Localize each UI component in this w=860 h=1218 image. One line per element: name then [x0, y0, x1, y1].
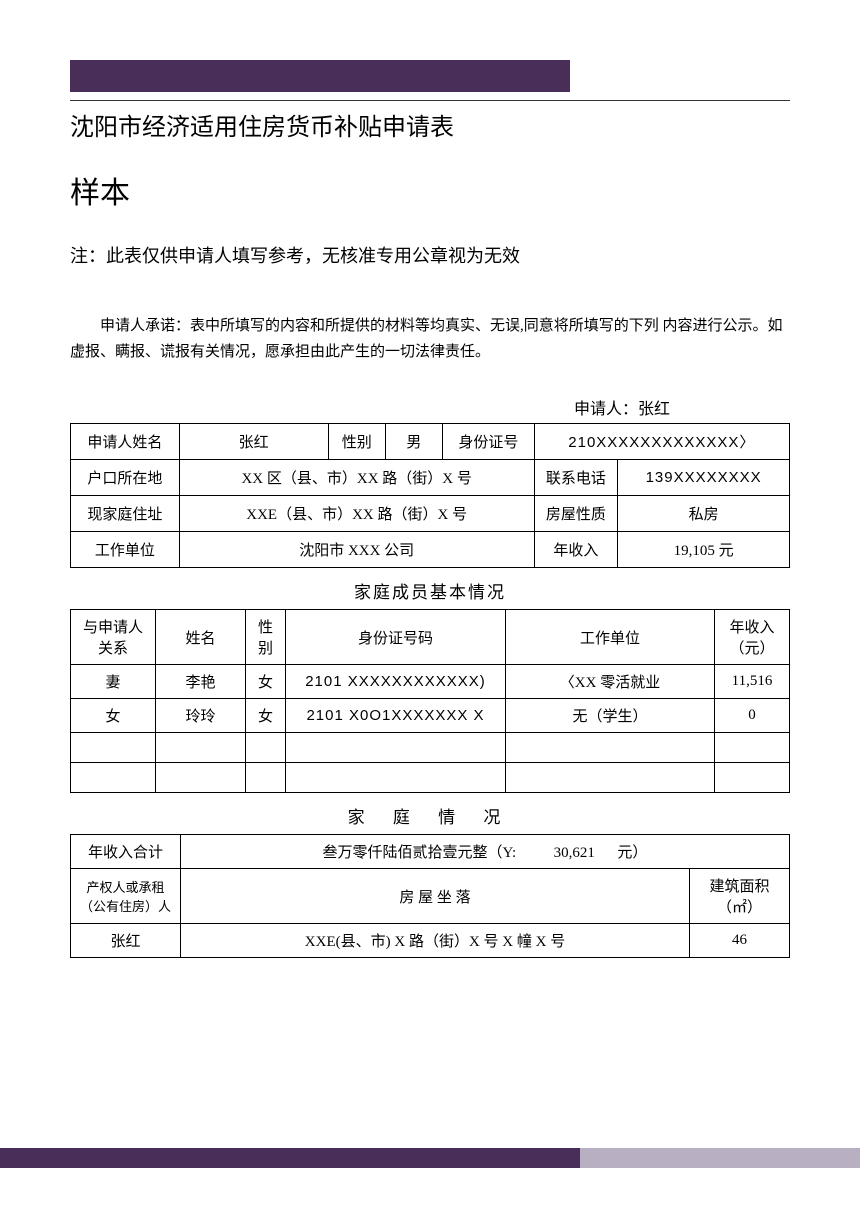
- footer-bar-dark: [0, 1148, 580, 1168]
- cell-name: 李艳: [156, 665, 246, 699]
- value-income: 19,105 元: [618, 532, 790, 568]
- applicant-info-table: 申请人姓名 张红 性别 男 身份证号 210XXXXXXXXXXXXX〉 户口所…: [70, 423, 790, 568]
- label-house-type: 房屋性质: [534, 496, 618, 532]
- label-address: 现家庭住址: [71, 496, 180, 532]
- value-house-type: 私房: [618, 496, 790, 532]
- total-income-text: 叁万零仟陆佰贰拾壹元整（Y:: [323, 845, 517, 861]
- cell-gender: 女: [246, 699, 286, 733]
- label-employer: 工作单位: [71, 532, 180, 568]
- sample-label: 样本: [70, 168, 790, 212]
- cell-income: 11,516: [715, 665, 790, 699]
- header-relation: 与申请人关系: [71, 610, 156, 665]
- cell-name: 玲玲: [156, 699, 246, 733]
- table-row-empty: [71, 763, 790, 793]
- table-header-row: 与申请人关系 姓名 性别 身份证号码 工作单位 年收入（元）: [71, 610, 790, 665]
- total-income-num: 30,621: [554, 845, 595, 861]
- value-address: XXE（县、市）XX 路（街）X 号: [179, 496, 534, 532]
- value-area: 46: [690, 924, 790, 958]
- situation-title: 家 庭 情 况: [70, 803, 790, 828]
- table-row: 申请人姓名 张红 性别 男 身份证号 210XXXXXXXXXXXXX〉: [71, 424, 790, 460]
- value-name: 张红: [179, 424, 328, 460]
- value-gender: 男: [385, 424, 442, 460]
- header-employer: 工作单位: [506, 610, 715, 665]
- header-gender: 性别: [246, 610, 286, 665]
- promise-text: 申请人承诺：表中所填写的内容和所提供的材料等均真实、无误,同意将所填写的下列 内…: [70, 314, 790, 365]
- value-owner: 张红: [71, 924, 181, 958]
- table-row: 女 玲玲 女 2101 X0O1XXXXXXX X 无（学生） 0: [71, 699, 790, 733]
- value-id: 210XXXXXXXXXXXXX〉: [534, 424, 789, 460]
- cell-gender: 女: [246, 665, 286, 699]
- label-income: 年收入: [534, 532, 618, 568]
- family-situation-table: 年收入合计 叁万零仟陆佰贰拾壹元整（Y: 30,621 元） 产权人或承租（公有…: [70, 834, 790, 958]
- cell-employer: 无（学生）: [506, 699, 715, 733]
- label-hukou: 户口所在地: [71, 460, 180, 496]
- value-phone: 139XXXXXXXX: [618, 460, 790, 496]
- cell-income: 0: [715, 699, 790, 733]
- applicant-line: 申请人：张红: [70, 395, 790, 419]
- total-income-suffix: 元）: [617, 845, 647, 861]
- cell-id: 2101 XXXXXXXXXXXX): [286, 665, 506, 699]
- label-phone: 联系电话: [534, 460, 618, 496]
- header-income: 年收入（元）: [715, 610, 790, 665]
- header-bar: [70, 60, 570, 92]
- table-row: 户口所在地 XX 区（县、市）XX 路（街）X 号 联系电话 139XXXXXX…: [71, 460, 790, 496]
- value-total-income: 叁万零仟陆佰贰拾壹元整（Y: 30,621 元）: [181, 835, 790, 869]
- footer-bar-light: [580, 1148, 860, 1168]
- cell-relation: 妻: [71, 665, 156, 699]
- cell-relation: 女: [71, 699, 156, 733]
- table-row: 工作单位 沈阳市 XXX 公司 年收入 19,105 元: [71, 532, 790, 568]
- table-row: 产权人或承租（公有住房）人 房 屋 坐 落 建筑面积（㎡）: [71, 869, 790, 924]
- table-row: 年收入合计 叁万零仟陆佰贰拾壹元整（Y: 30,621 元）: [71, 835, 790, 869]
- label-location: 房 屋 坐 落: [181, 869, 690, 924]
- main-title: 沈阳市经济适用住房货币补贴申请表: [70, 107, 790, 142]
- cell-employer: 〈XX 零活就业: [506, 665, 715, 699]
- label-area: 建筑面积（㎡）: [690, 869, 790, 924]
- value-hukou: XX 区（县、市）XX 路（街）X 号: [179, 460, 534, 496]
- family-section-title: 家庭成员基本情况: [70, 578, 790, 603]
- applicant-prefix: 申请人：: [574, 401, 638, 418]
- family-members-table: 与申请人关系 姓名 性别 身份证号码 工作单位 年收入（元） 妻 李艳 女 21…: [70, 609, 790, 793]
- header-id: 身份证号码: [286, 610, 506, 665]
- footer-bar: [0, 1148, 860, 1168]
- applicant-name: 张红: [638, 401, 670, 418]
- label-total-income: 年收入合计: [71, 835, 181, 869]
- title-divider: [70, 100, 790, 101]
- table-row: 张红 XXE(县、市) X 路（街）X 号 X 幢 X 号 46: [71, 924, 790, 958]
- note-text: 注：此表仅供申请人填写参考，无核准专用公章视为无效: [70, 242, 790, 268]
- value-employer: 沈阳市 XXX 公司: [179, 532, 534, 568]
- label-gender: 性别: [328, 424, 385, 460]
- table-row: 妻 李艳 女 2101 XXXXXXXXXXXX) 〈XX 零活就业 11,51…: [71, 665, 790, 699]
- label-owner: 产权人或承租（公有住房）人: [71, 869, 181, 924]
- value-location: XXE(县、市) X 路（街）X 号 X 幢 X 号: [181, 924, 690, 958]
- table-row: 现家庭住址 XXE（县、市）XX 路（街）X 号 房屋性质 私房: [71, 496, 790, 532]
- label-name: 申请人姓名: [71, 424, 180, 460]
- label-id: 身份证号: [443, 424, 535, 460]
- cell-id: 2101 X0O1XXXXXXX X: [286, 699, 506, 733]
- table-row-empty: [71, 733, 790, 763]
- header-name: 姓名: [156, 610, 246, 665]
